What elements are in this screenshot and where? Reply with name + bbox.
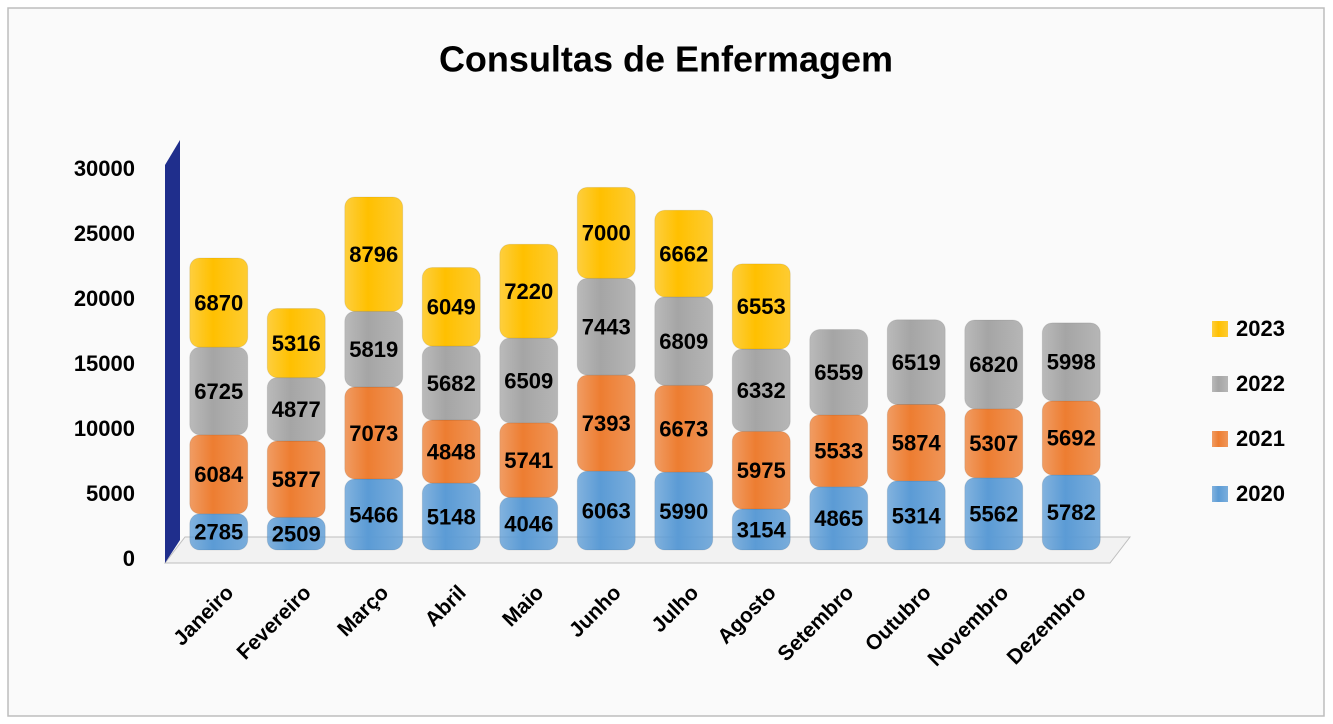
legend-label: 2023: [1236, 316, 1285, 341]
data-label: 7443: [582, 315, 631, 340]
bar-segment: [189, 257, 249, 348]
data-label: 6519: [892, 350, 941, 375]
data-label: 5782: [1047, 500, 1096, 525]
y-tick-label: 25000: [74, 221, 135, 246]
data-label: 6870: [194, 290, 243, 315]
side-wall: [165, 140, 180, 563]
data-label: 6559: [814, 360, 863, 385]
bar-segment: [1041, 322, 1101, 402]
data-label: 5877: [272, 467, 321, 492]
data-label: 6809: [659, 329, 708, 354]
bar-segment: [576, 186, 636, 279]
data-label: 6820: [969, 352, 1018, 377]
data-label: 6673: [659, 417, 708, 442]
data-label: 5316: [272, 331, 321, 356]
chart-title: Consultas de Enfermagem: [439, 39, 893, 80]
bar-segment: [964, 319, 1024, 410]
data-label: 3154: [737, 517, 787, 542]
bar-segment: [266, 307, 326, 379]
data-label: 7393: [582, 411, 631, 436]
data-label: 5819: [349, 337, 398, 362]
bar-segment: [189, 346, 249, 436]
data-label: 5692: [1047, 426, 1096, 451]
legend-label: 2021: [1236, 426, 1285, 451]
data-label: 5741: [504, 448, 553, 473]
bar-segment: [499, 243, 559, 339]
data-label: 6725: [194, 379, 243, 404]
data-label: 4046: [504, 512, 553, 537]
data-label: 5682: [427, 371, 476, 396]
data-label: 2509: [272, 522, 321, 547]
data-label: 6332: [737, 378, 786, 403]
data-label: 5466: [349, 502, 398, 527]
y-tick-label: 15000: [74, 351, 135, 376]
data-label: 8796: [349, 242, 398, 267]
data-label: 6509: [504, 368, 553, 393]
bar-segment: [421, 267, 481, 347]
data-label: 4865: [814, 506, 863, 531]
data-label: 5148: [427, 504, 476, 529]
y-tick-label: 20000: [74, 286, 135, 311]
legend-swatch: [1212, 321, 1228, 337]
y-tick-label: 5000: [86, 481, 135, 506]
legend-swatch: [1212, 376, 1228, 392]
legend-swatch: [1212, 431, 1228, 447]
data-label: 5307: [969, 431, 1018, 456]
legend-label: 2020: [1236, 481, 1285, 506]
data-label: 6084: [194, 462, 244, 487]
data-label: 2785: [194, 520, 243, 545]
legend-label: 2022: [1236, 371, 1285, 396]
data-label: 6662: [659, 241, 708, 266]
data-label: 5533: [814, 439, 863, 464]
bar-segment: [654, 209, 714, 298]
data-label: 5314: [892, 503, 942, 528]
bar-segment: [886, 319, 946, 406]
bar-segment: [731, 263, 791, 350]
legend-swatch: [1212, 486, 1228, 502]
data-label: 7000: [582, 221, 631, 246]
data-label: 5998: [1047, 350, 1096, 375]
y-tick-label: 30000: [74, 156, 135, 181]
data-label: 6553: [737, 294, 786, 319]
data-label: 4848: [427, 439, 476, 464]
data-label: 6063: [582, 498, 631, 523]
y-tick-label: 10000: [74, 416, 135, 441]
data-label: 5874: [892, 431, 942, 456]
data-label: 5990: [659, 499, 708, 524]
y-tick-label: 0: [123, 546, 135, 571]
bar-segment: [809, 329, 869, 416]
data-label: 4877: [272, 397, 321, 422]
data-label: 7073: [349, 421, 398, 446]
data-label: 5562: [969, 502, 1018, 527]
bar-segment: [344, 196, 404, 312]
data-label: 5975: [737, 458, 786, 483]
data-label: 7220: [504, 279, 553, 304]
data-label: 6049: [427, 295, 476, 320]
